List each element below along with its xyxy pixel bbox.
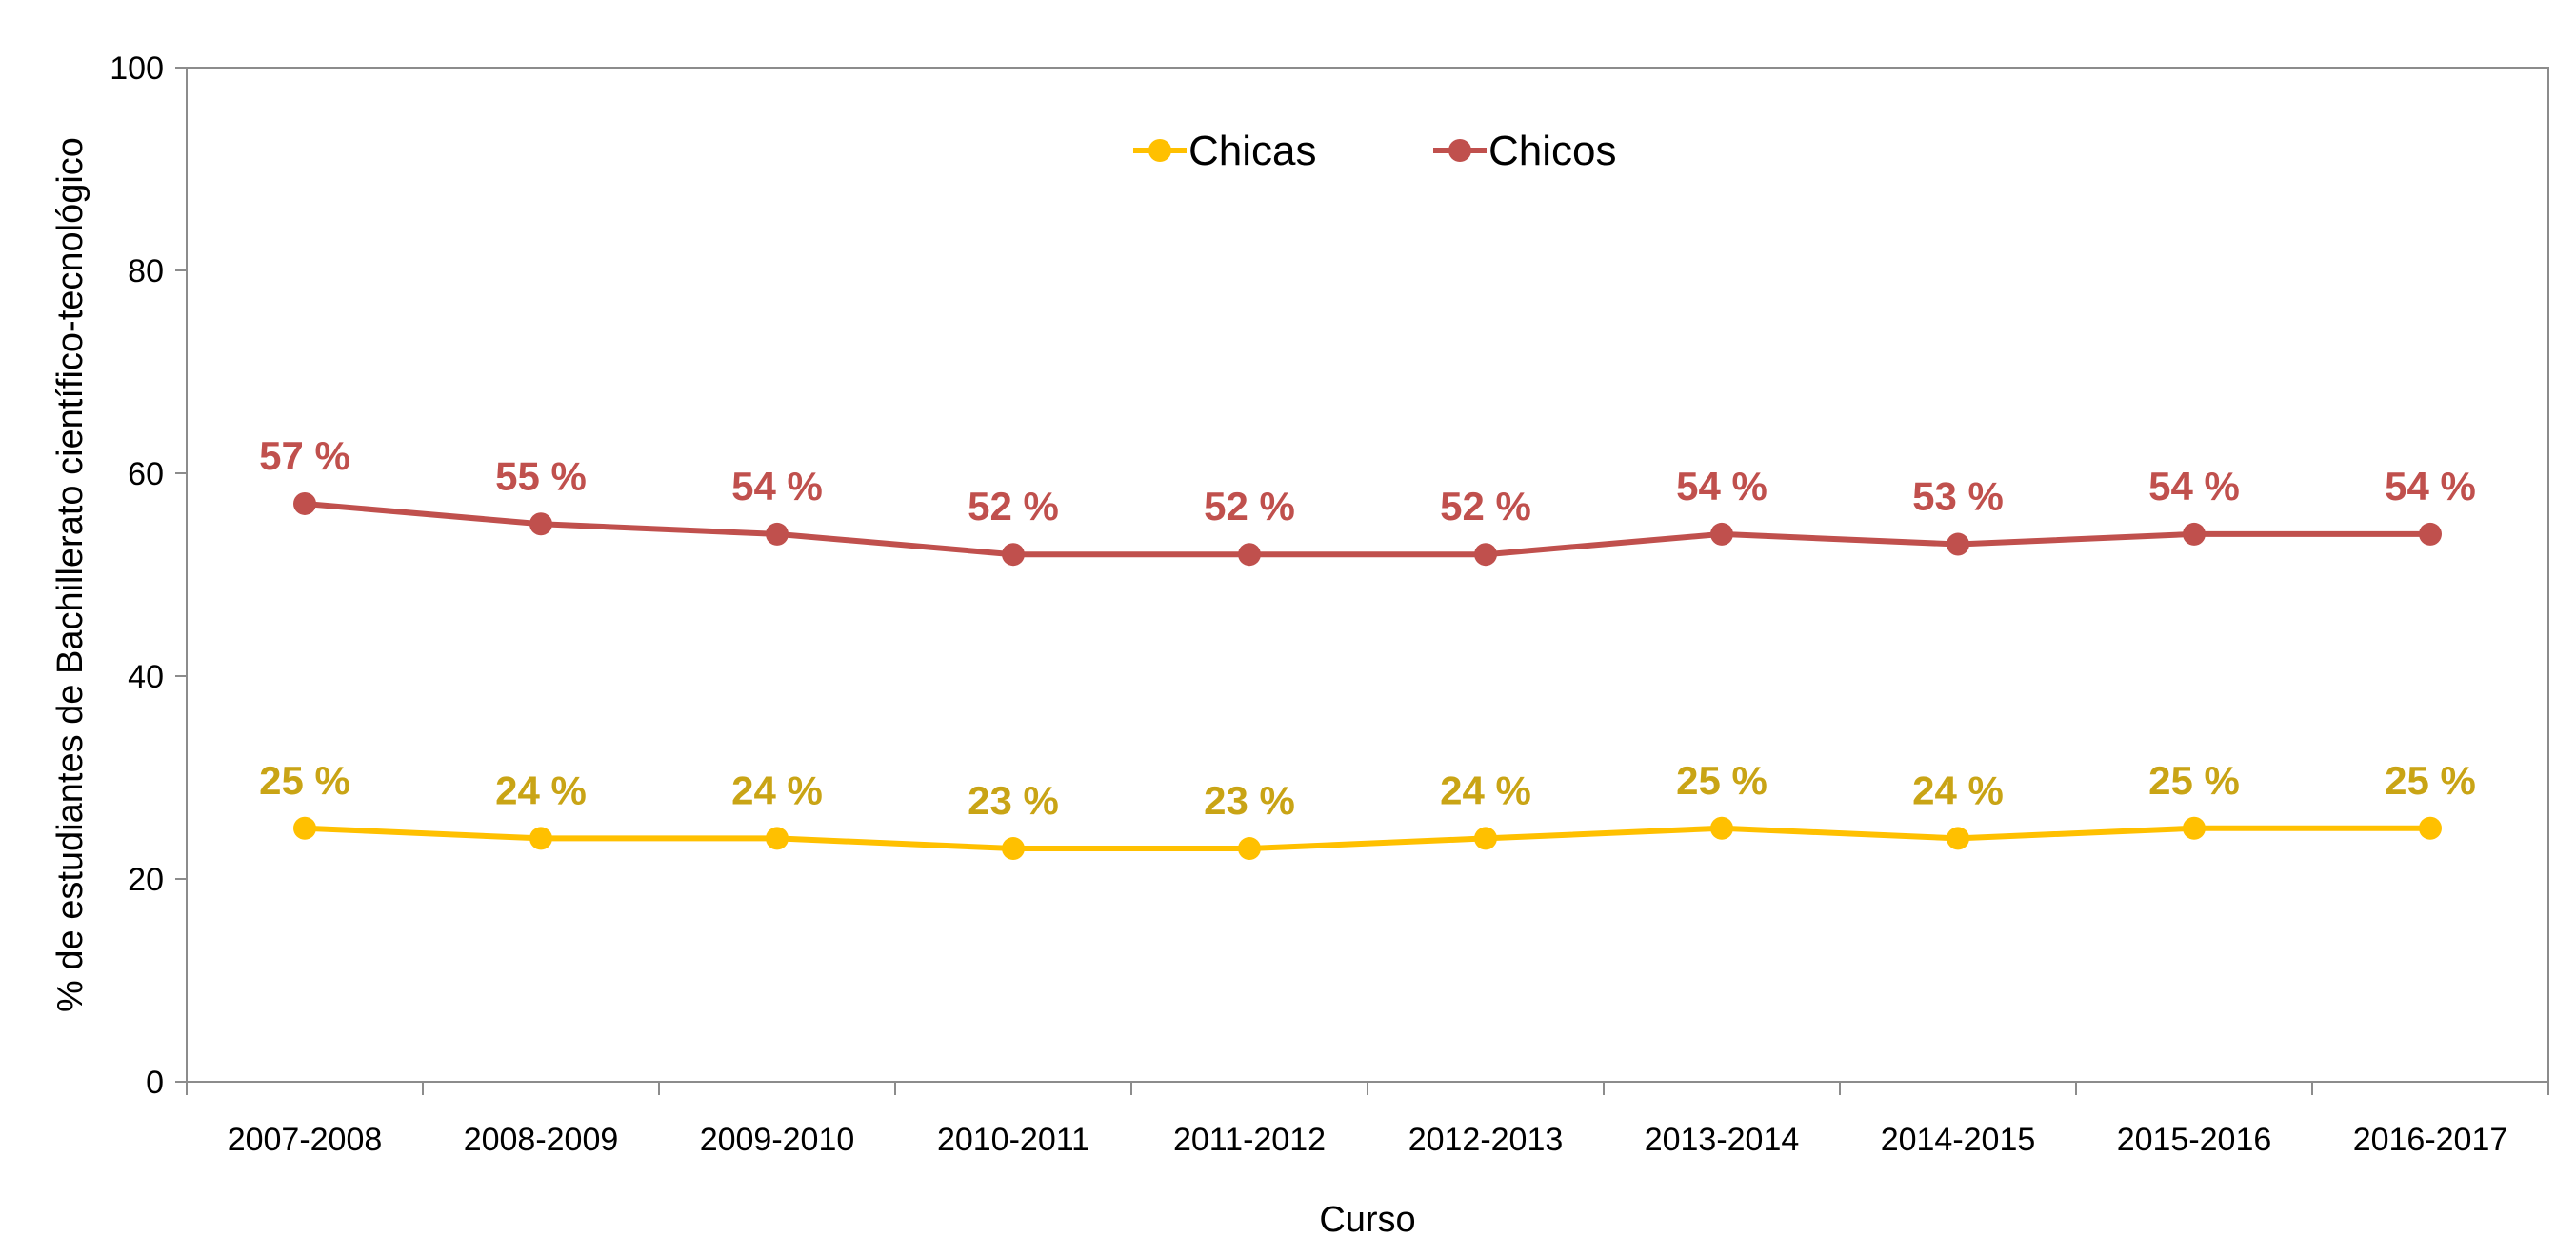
y-tick-label: 100 [110, 50, 164, 87]
data-point [1002, 837, 1025, 861]
series-line-chicos [304, 500, 2430, 558]
x-tick-label: 2009-2010 [700, 1122, 855, 1158]
data-label: 57 % [259, 433, 350, 478]
y-tick-label: 60 [128, 456, 164, 492]
data-point [1947, 827, 1969, 850]
data-label: 54 % [1676, 464, 1767, 509]
x-axis-ticks: 2007-2008 2008-2009 2009-2010 2010-2011 2011… [186, 1082, 2549, 1158]
plot-border [186, 67, 2549, 1083]
data-point [1710, 522, 1733, 546]
data-label: 25 % [259, 758, 350, 803]
x-tick-label: 2007-2008 [228, 1122, 383, 1158]
y-tick-label: 0 [146, 1065, 164, 1101]
data-label: 52 % [1440, 484, 1531, 529]
data-point [1474, 827, 1497, 850]
data-label: 54 % [2385, 464, 2476, 509]
data-point [2183, 816, 2206, 840]
data-point [2419, 816, 2442, 840]
data-label: 52 % [1204, 484, 1295, 529]
x-tick-label: 2012-2013 [1408, 1122, 1564, 1158]
data-label: 24 % [731, 768, 823, 812]
data-point [1710, 816, 1733, 840]
y-axis-title: % de estudiantes de Bachillerato científ… [50, 137, 90, 1012]
x-tick-label: 2008-2009 [464, 1122, 619, 1158]
data-point [766, 827, 789, 850]
data-point [1474, 543, 1497, 567]
x-tick-label: 2011-2012 [1173, 1122, 1326, 1158]
data-label: 23 % [968, 778, 1059, 823]
legend: Chicas Chicos [1133, 128, 1617, 174]
legend-label: Chicas [1188, 128, 1317, 174]
data-label: 24 % [1912, 768, 2004, 812]
x-tick-label: 2014-2015 [1881, 1122, 2036, 1158]
data-label: 53 % [1912, 474, 2004, 519]
y-tick-label: 40 [128, 659, 164, 695]
y-tick-label: 20 [128, 862, 164, 898]
x-axis-title: Curso [1319, 1200, 1415, 1240]
data-point [529, 827, 552, 850]
plot-frame [186, 67, 2549, 1083]
y-axis-ticks: 0 20 40 60 80 100 [110, 50, 187, 1101]
data-point [529, 512, 552, 536]
x-tick-label: 2016-2017 [2353, 1122, 2508, 1158]
data-label: 54 % [2148, 464, 2240, 509]
series-line-chicas [304, 825, 2430, 852]
data-label: 25 % [2385, 758, 2476, 803]
x-tick-label: 2013-2014 [1645, 1122, 1800, 1158]
data-label: 23 % [1204, 778, 1295, 823]
data-label: 25 % [1676, 758, 1767, 803]
data-point [1238, 543, 1261, 567]
data-label: 24 % [495, 768, 587, 812]
x-tick-label: 2015-2016 [2117, 1122, 2272, 1158]
data-point [293, 491, 316, 515]
data-point [766, 522, 789, 546]
legend-marker [1448, 139, 1471, 162]
data-labels-layer: 25 % 24 % 24 % 23 % 23 % 24 % 25 % 24 % 25 % 25 %… [259, 433, 2476, 823]
data-label: 25 % [2148, 758, 2240, 803]
legend-label: Chicos [1488, 128, 1617, 174]
data-point [1002, 543, 1025, 567]
data-label: 55 % [495, 453, 587, 498]
data-label: 52 % [968, 484, 1059, 529]
legend-marker [1148, 139, 1171, 162]
data-point [2419, 522, 2442, 546]
series-layer [293, 491, 2442, 861]
data-point [2183, 522, 2206, 546]
data-point [1238, 837, 1261, 861]
data-label: 24 % [1440, 768, 1531, 812]
x-tick-label: 2010-2011 [937, 1122, 1089, 1158]
data-point [1947, 532, 1969, 556]
data-point [293, 816, 316, 840]
data-label: 54 % [731, 464, 823, 509]
y-tick-label: 80 [128, 253, 164, 289]
